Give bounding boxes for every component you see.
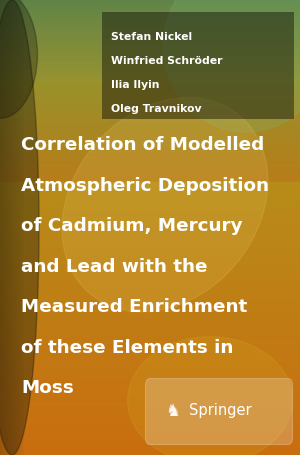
Ellipse shape — [0, 0, 39, 455]
Text: Ilia Ilyin: Ilia Ilyin — [111, 80, 160, 90]
Text: of Cadmium, Mercury: of Cadmium, Mercury — [21, 217, 242, 236]
Text: Oleg Travnikov: Oleg Travnikov — [111, 104, 202, 114]
Text: ♞: ♞ — [165, 402, 180, 420]
FancyBboxPatch shape — [102, 12, 294, 119]
Text: of these Elements in: of these Elements in — [21, 339, 233, 357]
FancyBboxPatch shape — [146, 379, 292, 445]
Text: Moss: Moss — [21, 379, 74, 398]
Text: Atmospheric Deposition: Atmospheric Deposition — [21, 177, 269, 195]
Text: and Lead with the: and Lead with the — [21, 258, 208, 276]
Text: Correlation of Modelled: Correlation of Modelled — [21, 136, 264, 155]
Ellipse shape — [62, 98, 268, 312]
Text: Stefan Nickel: Stefan Nickel — [111, 32, 192, 42]
Text: Measured Enrichment: Measured Enrichment — [21, 298, 247, 317]
Ellipse shape — [164, 0, 300, 132]
Text: Winfried Schröder: Winfried Schröder — [111, 56, 223, 66]
Ellipse shape — [0, 0, 38, 118]
Text: Springer: Springer — [189, 404, 252, 418]
Ellipse shape — [128, 337, 292, 455]
